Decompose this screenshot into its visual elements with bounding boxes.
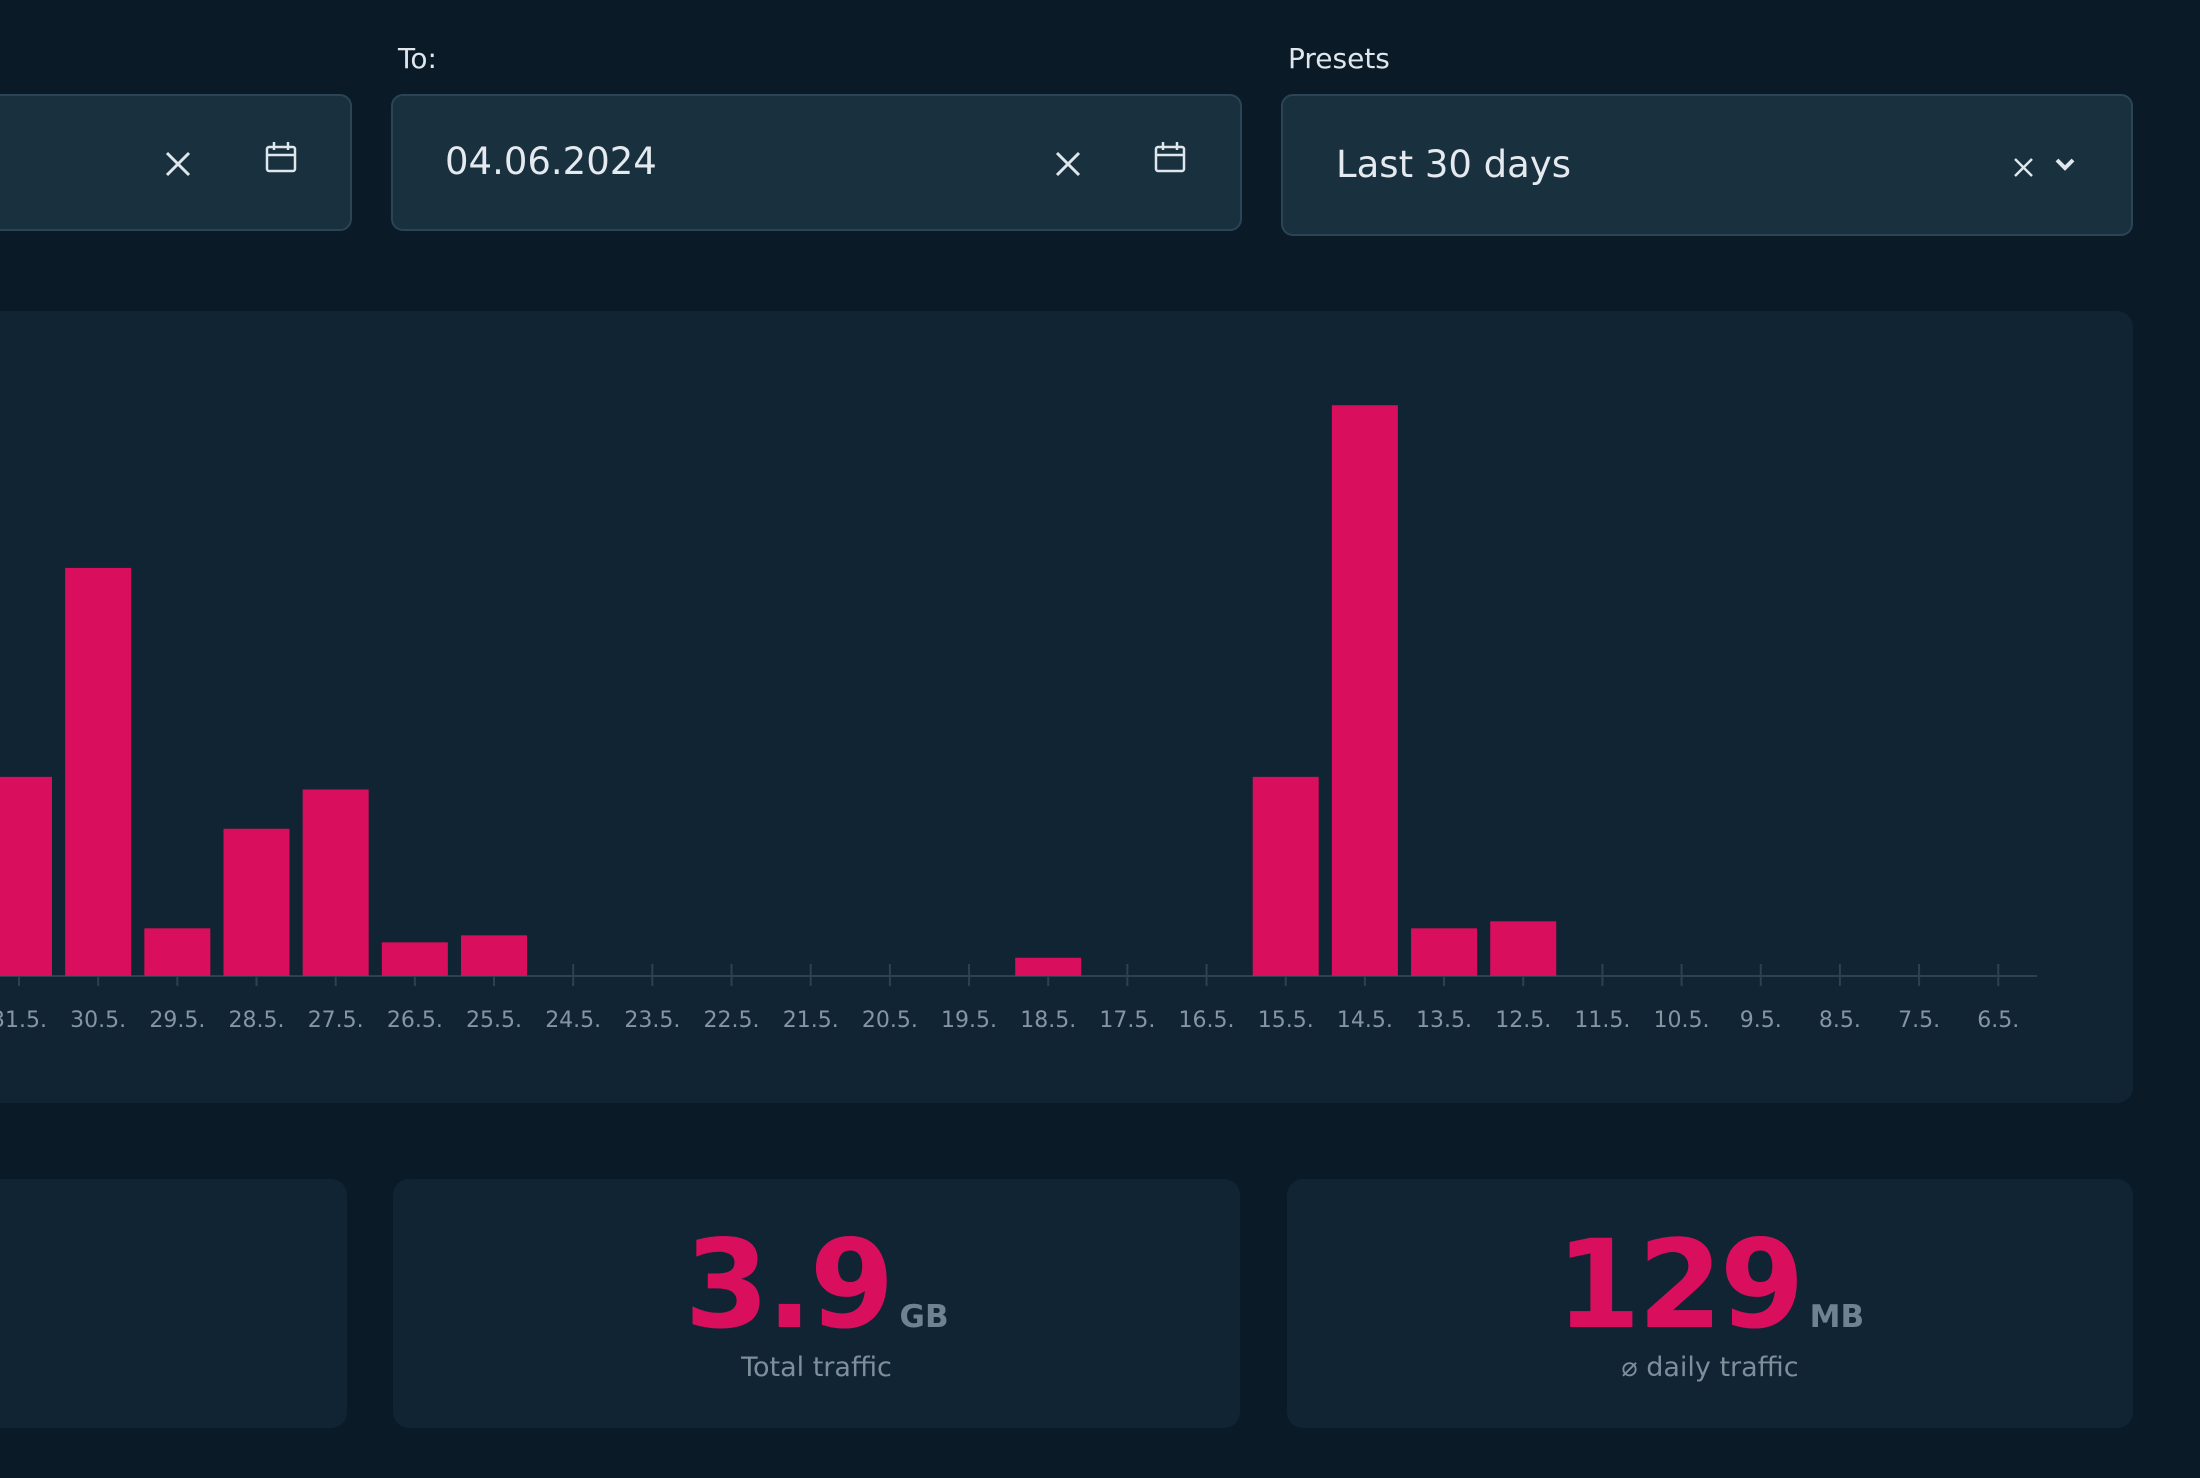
to-label: To: [398,42,437,75]
stat-value-row: 3.9 GB [684,1224,948,1346]
stat-card [0,1179,347,1428]
stat-unit: GB [899,1299,949,1335]
stat-card: 3.9 GB Total traffic [393,1179,1240,1428]
chart-panel [0,311,2133,1103]
stat-value: 3.9 [684,1214,894,1356]
stat-value-row: 129 MB [1556,1224,1864,1346]
to-date-input[interactable] [391,94,1242,231]
presets-select[interactable] [1281,94,2133,236]
to-date-value: 04.06.2024 [445,140,657,183]
stat-label: Total traffic [741,1352,892,1383]
presets-label: Presets [1288,42,1390,75]
presets-value: Last 30 days [1336,143,1572,186]
stat-card: 129 MB ⌀ daily traffic [1287,1179,2133,1428]
stat-label: ⌀ daily traffic [1621,1352,1799,1383]
from-date-input[interactable] [0,94,352,231]
stat-unit: MB [1809,1299,1865,1335]
stat-value: 129 [1555,1214,1805,1356]
